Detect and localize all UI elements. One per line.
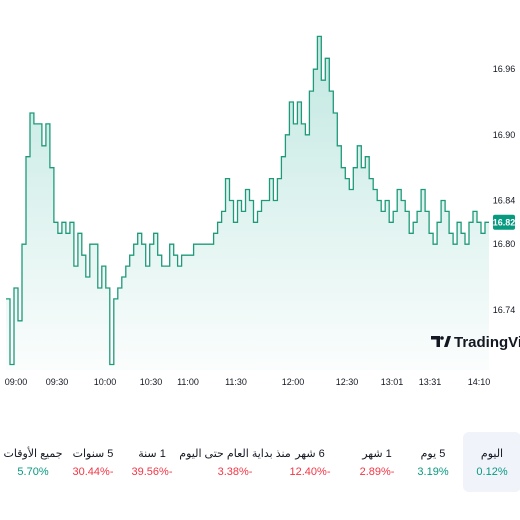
y-tick-label: 16.96 <box>493 64 516 74</box>
period-label: اليوم <box>480 447 504 460</box>
period-change: 2.89%- <box>359 465 395 478</box>
y-tick-label: 16.74 <box>493 305 516 315</box>
period-2[interactable]: 1 شهر 2.89%- <box>348 432 406 492</box>
price-chart[interactable]: 09:00 09:30 10:00 10:30 11:00 11:30 12:00 12:30… <box>0 0 520 400</box>
period-1[interactable]: 5 يوم 3.19% <box>404 432 462 492</box>
performance-periods: اليوم 0.12% 5 يوم 3.19% 1 شهر 2.89%- 6 شهر 12.4… <box>0 432 520 506</box>
period-6[interactable]: 5 سنوات 30.44%- <box>64 432 122 492</box>
period-5[interactable]: 1 سنة 39.56%- <box>123 432 181 492</box>
period-7[interactable]: جميع الأوقات 5.70% <box>3 432 63 492</box>
period-label: 5 يوم <box>420 447 446 460</box>
period-change: 30.44%- <box>72 465 114 478</box>
period-label: 5 سنوات <box>72 447 114 460</box>
current-price-text: 16.82 <box>493 217 516 227</box>
period-4[interactable]: منذ بداية العام حتى اليوم 3.38%- <box>171 432 299 492</box>
x-axis: 09:00 09:30 10:00 10:30 11:00 11:30 12:00 12:30… <box>5 377 491 387</box>
period-label: منذ بداية العام حتى اليوم <box>179 447 291 460</box>
period-label: 1 شهر <box>362 447 392 460</box>
period-change: 3.38%- <box>217 465 253 478</box>
x-tick-label: 12:30 <box>336 377 359 387</box>
tradingview-wordmark: TradingView <box>454 334 520 351</box>
period-change: 12.40%- <box>289 465 331 478</box>
period-change: 5.70% <box>17 465 49 478</box>
tradingview-logo-icon <box>431 336 451 347</box>
x-tick-label: 10:30 <box>140 377 163 387</box>
x-tick-label: 10:00 <box>94 377 117 387</box>
price-line <box>6 35 489 366</box>
x-tick-label: 11:30 <box>225 377 247 387</box>
period-0[interactable]: اليوم 0.12% <box>463 432 520 492</box>
x-tick-label: 13:01 <box>381 377 404 387</box>
y-tick-label: 16.80 <box>493 239 516 249</box>
period-change: 0.12% <box>476 465 508 478</box>
x-tick-label: 12:00 <box>282 377 305 387</box>
current-price-label: 16.82 <box>493 214 516 230</box>
period-change: 39.56%- <box>131 465 173 478</box>
x-tick-label: 13:31 <box>419 377 442 387</box>
x-tick-label: 09:00 <box>5 377 28 387</box>
y-axis: 16.74 16.80 16.84 16.90 16.96 <box>493 64 516 315</box>
y-tick-label: 16.84 <box>493 196 516 206</box>
period-label: 6 شهر <box>295 447 325 460</box>
x-tick-label: 09:30 <box>46 377 69 387</box>
period-label: جميع الأوقات <box>3 447 63 460</box>
period-label: 1 سنة <box>138 447 166 460</box>
x-tick-label: 14:10 <box>468 377 491 387</box>
x-tick-label: 11:00 <box>177 377 199 387</box>
period-3[interactable]: 6 شهر 12.40%- <box>281 432 339 492</box>
price-area <box>6 36 489 371</box>
tradingview-logo[interactable]: TradingView <box>431 334 520 351</box>
y-tick-label: 16.90 <box>493 130 516 140</box>
period-change: 3.19% <box>417 465 449 478</box>
